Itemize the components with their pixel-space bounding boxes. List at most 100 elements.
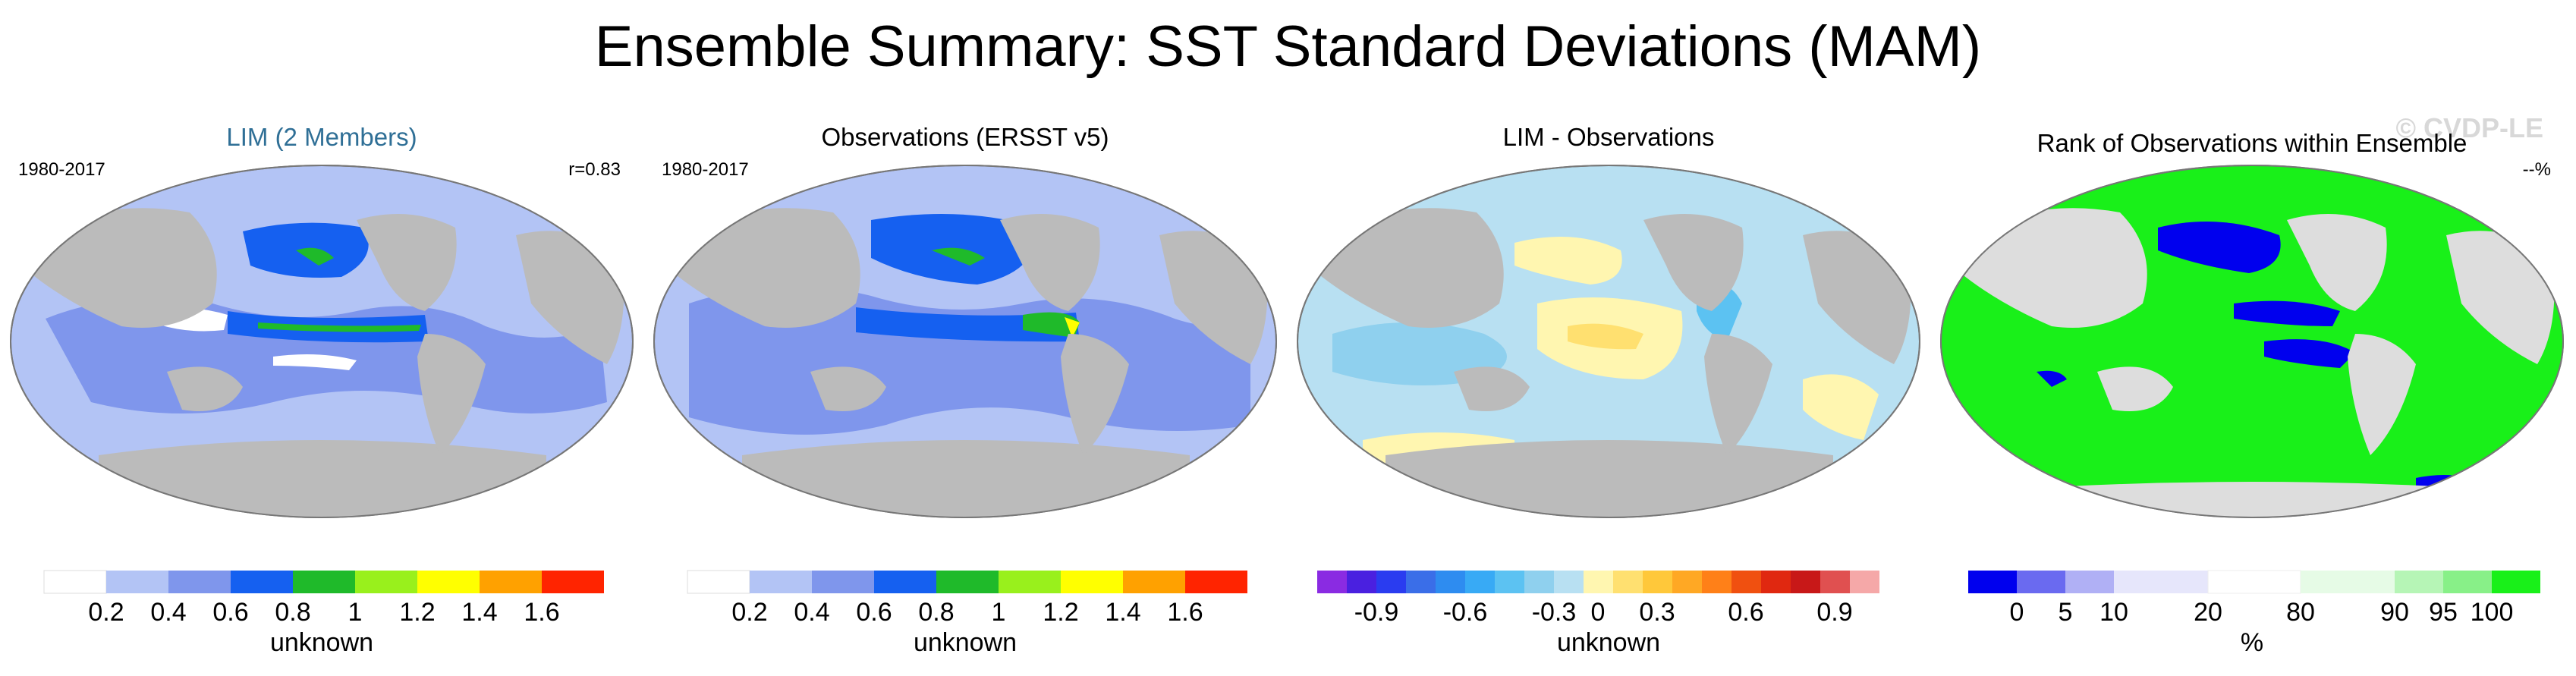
swatch-2 [1376, 571, 1406, 593]
tick-label: 10 [2099, 598, 2128, 627]
swatch-5 [355, 571, 417, 593]
panel-title: Rank of Observations within Ensemble [2037, 129, 2467, 157]
swatch-2 [2065, 571, 2114, 593]
tick-label: 1.2 [399, 598, 436, 627]
tick-label: 0.6 [1728, 598, 1764, 627]
tick-label: 0 [2009, 598, 2024, 627]
tick-label: 95 [2429, 598, 2458, 627]
tick-label: 1 [991, 598, 1006, 627]
swatch-1 [750, 571, 812, 593]
panel-difference: LIM - Observations [1287, 114, 1930, 671]
swatch-11 [1643, 571, 1672, 593]
swatch-14 [1731, 571, 1761, 593]
swatch-18 [1850, 571, 1879, 593]
panel-period: 1980-2017 [18, 159, 105, 180]
swatch-5 [2301, 571, 2395, 593]
tick-label: 20 [2194, 598, 2222, 627]
swatch-15 [1761, 571, 1791, 593]
panel-period: 1980-2017 [662, 159, 749, 180]
colorbar [1968, 570, 2540, 594]
panel-rank: © CVDP-LE Rank of Observations within En… [1930, 112, 2574, 671]
swatch-8 [2492, 571, 2540, 593]
swatch-4 [293, 571, 355, 593]
tick-label: 0.4 [794, 598, 830, 627]
swatch-4 [1436, 571, 1465, 593]
swatch-4 [2207, 570, 2301, 594]
colorbar-unit: unknown [913, 628, 1018, 657]
rank-map [1940, 165, 2564, 518]
panel-title: Observations (ERSST v5) [821, 123, 1109, 151]
swatch-0 [1317, 571, 1347, 593]
swatch-6 [417, 571, 480, 593]
tick-label: 100 [2470, 598, 2514, 627]
tick-label: 0.3 [1639, 598, 1675, 627]
swatch-2 [812, 571, 874, 593]
colorbar-unit: unknown [1556, 628, 1661, 657]
tick-label: 0 [1590, 598, 1606, 627]
swatch-0 [43, 570, 107, 594]
swatch-1 [2017, 571, 2065, 593]
swatch-9 [1584, 571, 1613, 593]
swatch-1 [1347, 571, 1376, 593]
tick-label: 0.2 [731, 598, 768, 627]
swatch-16 [1791, 571, 1820, 593]
tick-label: 1.6 [1167, 598, 1203, 627]
swatch-6 [1495, 571, 1524, 593]
watermark: © CVDP-LE [2395, 112, 2543, 143]
swatch-0 [687, 570, 750, 594]
tick-label: 90 [2380, 598, 2409, 627]
rank-stat: --% [2522, 159, 2551, 180]
colorbar [687, 570, 1247, 594]
swatch-3 [2114, 571, 2208, 593]
panel-title: LIM (2 Members) [226, 123, 417, 151]
swatch-3 [1406, 571, 1436, 593]
colorbar-ticks: 0 5 10 20 80 90 95 100 [1930, 598, 2574, 628]
tick-label: 0.6 [856, 598, 892, 627]
swatch-17 [1820, 571, 1850, 593]
swatch-5 [999, 571, 1061, 593]
tick-label: -0.3 [1531, 598, 1577, 627]
tick-label: 1 [348, 598, 363, 627]
swatch-0 [1968, 571, 2017, 593]
tick-label: 0.4 [150, 598, 187, 627]
swatch-6 [2395, 571, 2443, 593]
figure-title: Ensemble Summary: SST Standard Deviation… [594, 14, 1982, 79]
tick-label: 80 [2286, 598, 2315, 627]
swatch-12 [1672, 571, 1702, 593]
colorbar-swatches [43, 570, 604, 594]
colorbar-ticks: -0.9 -0.6 -0.3 0 0.3 0.6 0.9 [1287, 598, 1930, 628]
sst-map [653, 165, 1277, 518]
swatch-8 [1554, 571, 1584, 593]
colorbar-ticks: 0.2 0.4 0.6 0.8 1 1.2 1.4 1.6 [643, 598, 1287, 628]
panel-lim: LIM (2 Members) 1980-2017 r=0.83 [0, 114, 643, 671]
colorbar-unit: % [2240, 628, 2264, 657]
swatch-6 [1061, 571, 1123, 593]
tick-label: 0.8 [918, 598, 955, 627]
swatch-4 [936, 571, 999, 593]
swatch-7 [480, 571, 542, 593]
swatch-8 [1185, 571, 1247, 593]
tick-label: 0.6 [212, 598, 249, 627]
difference-map [1297, 165, 1920, 518]
swatch-2 [168, 571, 231, 593]
tick-label: 5 [2058, 598, 2073, 627]
tick-label: 1.2 [1043, 598, 1079, 627]
colorbar-ticks: 0.2 0.4 0.6 0.8 1 1.2 1.4 1.6 [0, 598, 643, 628]
tick-label: 0.9 [1816, 598, 1853, 627]
tick-label: 0.8 [275, 598, 311, 627]
panel-title: LIM - Observations [1502, 123, 1715, 151]
tick-label: 1.4 [1105, 598, 1141, 627]
swatch-5 [1465, 571, 1495, 593]
tick-label: 0.2 [88, 598, 124, 627]
pattern-correlation: r=0.83 [568, 159, 621, 180]
swatch-7 [2443, 571, 2492, 593]
tick-label: 1.6 [524, 598, 560, 627]
swatch-7 [1524, 571, 1554, 593]
swatch-13 [1702, 571, 1731, 593]
swatch-3 [231, 571, 293, 593]
tick-label: -0.6 [1442, 598, 1488, 627]
panel-observations: Observations (ERSST v5) 1980-2017 [643, 114, 1287, 671]
swatch-1 [106, 571, 168, 593]
colorbar [1317, 571, 1879, 593]
swatch-7 [1123, 571, 1185, 593]
